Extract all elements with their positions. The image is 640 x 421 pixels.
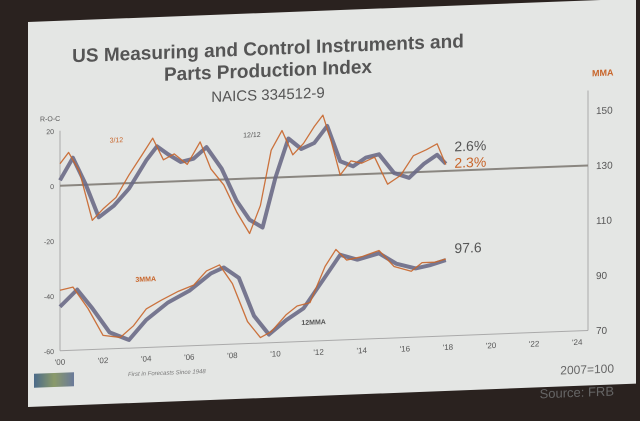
roc-312-value: 2.3% xyxy=(454,154,486,171)
mma12-value: 97.6 xyxy=(454,239,481,256)
chart: R-O-C MMA 20 0 -20 -40 -60 150 130 110 90 70 '00 '02 '… xyxy=(40,67,614,367)
series-line-12-12 xyxy=(58,124,448,230)
label-312: 3/12 xyxy=(110,137,124,145)
x-tick-label: '22 xyxy=(529,339,540,348)
label-3mma: 3MMA xyxy=(135,276,156,284)
right-tick-label: 90 xyxy=(596,271,608,282)
roc-1212-value: 2.6% xyxy=(454,137,486,154)
left-tick-label: 20 xyxy=(46,129,54,136)
x-tick-label: '20 xyxy=(486,341,497,350)
left-tick-label: -40 xyxy=(44,294,54,301)
left-tick-label: 0 xyxy=(50,184,54,191)
slide: US Measuring and Control Instruments and… xyxy=(28,0,636,407)
company-logo xyxy=(34,372,74,388)
x-tick-label: '08 xyxy=(227,351,238,360)
left-tick-label: -20 xyxy=(44,239,54,246)
zero-line xyxy=(60,164,588,187)
right-tick-label: 110 xyxy=(596,216,612,228)
x-tick-label: '10 xyxy=(270,349,281,358)
base-note: 2007=100 xyxy=(560,361,614,378)
x-tick-label: '06 xyxy=(184,353,195,362)
right-tick-label: 130 xyxy=(596,161,613,173)
series-line-3-12 xyxy=(59,114,447,235)
label-12mma: 12MMA xyxy=(301,319,326,327)
x-tick-label: '02 xyxy=(98,356,109,365)
x-tick-label: '16 xyxy=(400,344,411,353)
x-tick-label: '12 xyxy=(313,348,324,357)
x-tick-label: '24 xyxy=(572,338,583,347)
right-tick-label: 70 xyxy=(596,326,608,337)
right-tick-label: 150 xyxy=(596,106,613,118)
x-tick-label: '00 xyxy=(55,358,66,367)
x-tick-label: '18 xyxy=(443,343,454,352)
source-note: Source: FRB xyxy=(539,383,614,402)
x-axis-line xyxy=(60,329,588,352)
x-tick-label: '04 xyxy=(141,354,152,363)
left-axis-label: R-O-C xyxy=(40,116,60,124)
label-1212: 12/12 xyxy=(243,132,261,140)
left-tick-label: -60 xyxy=(44,349,54,356)
series-line-3MMA xyxy=(59,248,446,339)
x-tick-label: '14 xyxy=(356,346,367,355)
right-axis-label: MMA xyxy=(592,67,614,78)
